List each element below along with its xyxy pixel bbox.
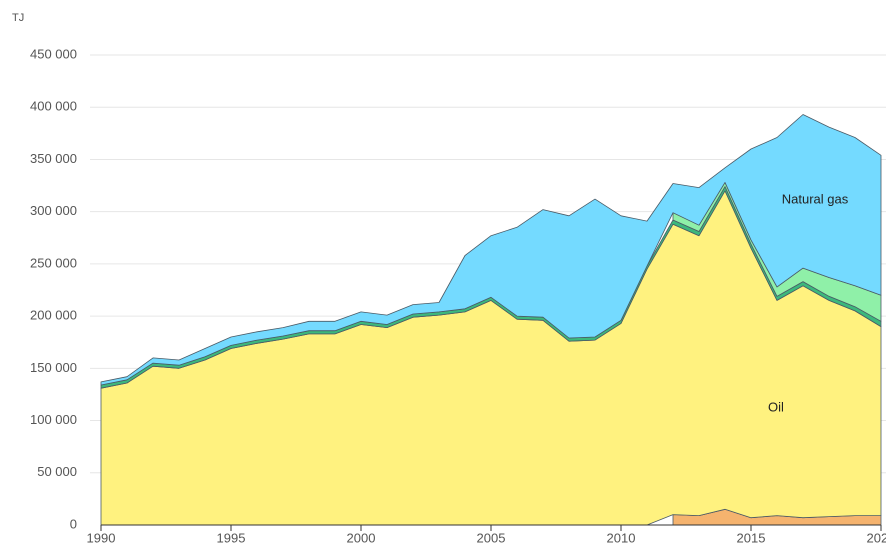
y-axis-label: TJ xyxy=(12,12,24,24)
x-tick-label: 1990 xyxy=(87,530,116,545)
y-tick-label: 300 000 xyxy=(30,203,77,218)
y-tick-label: 50 000 xyxy=(37,464,77,479)
series-label: Oil xyxy=(768,399,784,414)
y-tick-label: 200 000 xyxy=(30,308,77,323)
x-tick-label: 2010 xyxy=(607,530,636,545)
x-tick-label: 1995 xyxy=(217,530,246,545)
y-tick-label: 450 000 xyxy=(30,46,77,61)
x-tick-label: 2000 xyxy=(347,530,376,545)
y-tick-label: 400 000 xyxy=(30,99,77,114)
x-tick-label: 2020 xyxy=(867,530,886,545)
areas xyxy=(100,114,882,526)
y-tick-label: 0 xyxy=(70,516,77,531)
area xyxy=(100,114,882,386)
series-label: Natural gas xyxy=(782,191,849,206)
x-tick-label: 2015 xyxy=(737,530,766,545)
y-tick-label: 250 000 xyxy=(30,255,77,270)
y-tick-label: 350 000 xyxy=(30,151,77,166)
y-tick-label: 100 000 xyxy=(30,412,77,427)
y-tick-label: 150 000 xyxy=(30,360,77,375)
axes: 0 50 000 100 000 150 000 200 000 250 000 300 0… xyxy=(30,46,886,545)
x-tick-label: 2005 xyxy=(477,530,506,545)
